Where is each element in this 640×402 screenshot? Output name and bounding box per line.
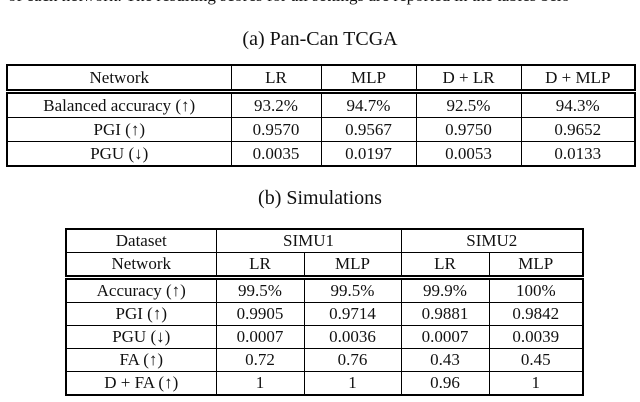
table-cell: 94.7% [320,91,417,118]
table-b-header-simu1-lr: LR [215,252,305,280]
table-cell: 94.3% [520,91,636,118]
table-row: FA (↑) 0.72 0.76 0.43 0.45 [65,348,584,372]
table-a-header-lr: LR [230,64,322,94]
table-cell: 0.0007 [400,325,490,349]
table-cell: 0.0053 [415,141,522,167]
table-b-header-simu1-mlp: MLP [303,252,402,280]
table-a-header-row: Network LR MLP D + LR D + MLP [6,64,636,94]
table-cell: 99.5% [303,277,402,303]
table-cell: 1 [303,371,402,396]
table-row: PGI (↑) 0.9905 0.9714 0.9881 0.9842 [65,302,584,326]
table-cell: 0.0133 [520,141,636,167]
table-b-header-simu2-mlp: MLP [488,252,584,280]
table-b-group-simu1: SIMU1 [215,228,402,253]
table-cell: 0.9842 [488,302,584,326]
cutoff-body-text: of each network. The resulting scores fo… [8,0,568,6]
table-cell: 99.9% [400,277,490,303]
table-cell: 0.9570 [230,117,322,142]
table-cell: 93.2% [230,91,322,118]
table-b-header-simu2-lr: LR [400,252,490,280]
table-cell: 0.9905 [215,302,305,326]
table-row: D + FA (↑) 1 1 0.96 1 [65,371,584,396]
table-cell: 1 [215,371,305,396]
table-cell: 0.9881 [400,302,490,326]
table-row: Accuracy (↑) 99.5% 99.5% 99.9% 100% [65,277,584,303]
table-b-dataset-row: Dataset SIMU1 SIMU2 [65,228,584,253]
table-row: PGU (↓) 0.0007 0.0036 0.0007 0.0039 [65,325,584,349]
table-b-network-row: Network LR MLP LR MLP [65,252,584,280]
cutoff-body-text-line: of each network. The resulting scores fo… [8,0,568,6]
row-label-pgi: PGI (↑) [65,302,217,326]
table-a-header-d-mlp: D + MLP [520,64,636,94]
row-label-pgu: PGU (↓) [65,325,217,349]
table-a-header-d-lr: D + LR [415,64,522,94]
table-cell: 0.0035 [230,141,322,167]
table-cell: 0.9567 [320,117,417,142]
table-b-group-simu2: SIMU2 [400,228,584,253]
table-cell: 1 [488,371,584,396]
table-b-header-dataset: Dataset [65,228,217,253]
table-row: PGI (↑) 0.9570 0.9567 0.9750 0.9652 [6,117,636,142]
table-cell: 0.0007 [215,325,305,349]
table-row: PGU (↓) 0.0035 0.0197 0.0053 0.0133 [6,141,636,167]
row-label-pgu: PGU (↓) [6,141,232,167]
table-cell: 0.9652 [520,117,636,142]
table-b-caption: (b) Simulations [258,187,382,209]
row-label-d-fa: D + FA (↑) [65,371,217,396]
table-simulations: Dataset SIMU1 SIMU2 Network LR MLP LR ML… [65,228,585,396]
table-a-caption: (a) Pan-Can TCGA [242,28,398,50]
table-a-header-mlp: MLP [320,64,417,94]
table-cell: 0.96 [400,371,490,396]
table-cell: 99.5% [215,277,305,303]
table-a-header-network: Network [6,64,232,94]
table-cell: 100% [488,277,584,303]
row-label-pgi: PGI (↑) [6,117,232,142]
row-label-accuracy: Accuracy (↑) [65,277,217,303]
table-b-header-network: Network [65,252,217,280]
table-pan-can-tcga: Network LR MLP D + LR D + MLP Balanced a… [6,64,636,167]
row-label-fa: FA (↑) [65,348,217,372]
table-cell: 0.0039 [488,325,584,349]
table-cell: 0.0036 [303,325,402,349]
table-cell: 0.0197 [320,141,417,167]
table-cell: 0.72 [215,348,305,372]
table-cell: 0.43 [400,348,490,372]
table-cell: 0.45 [488,348,584,372]
table-cell: 0.9714 [303,302,402,326]
table-cell: 92.5% [415,91,522,118]
table-cell: 0.76 [303,348,402,372]
table-row: Balanced accuracy (↑) 93.2% 94.7% 92.5% … [6,91,636,118]
table-cell: 0.9750 [415,117,522,142]
row-label-balanced-accuracy: Balanced accuracy (↑) [6,91,232,118]
